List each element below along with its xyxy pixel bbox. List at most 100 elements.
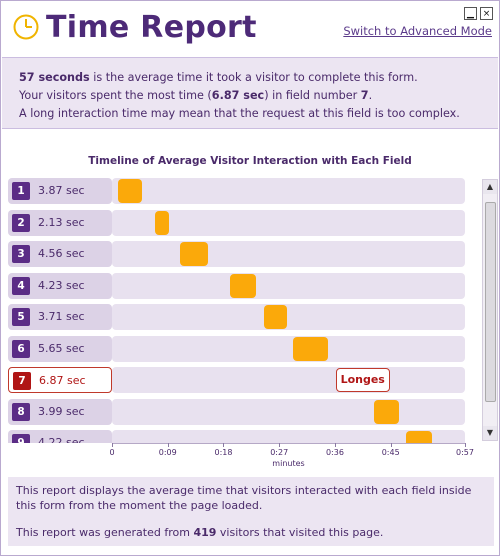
field-timeline-track [112, 241, 465, 267]
interaction-bar[interactable] [154, 210, 169, 235]
interaction-bar[interactable] [229, 273, 256, 298]
field-label-box: 2 2.13 sec [8, 209, 112, 236]
field-row-4[interactable]: 4 4.23 sec [5, 272, 475, 299]
field-number-badge: 1 [12, 182, 30, 200]
scroll-up-arrow-icon[interactable]: ▲ [483, 180, 497, 194]
axis-tick-label: 0:57 [456, 448, 474, 457]
interaction-bar[interactable] [264, 305, 288, 329]
axis-tick [112, 443, 113, 447]
summary-line-2-prefix: Your visitors spent the most time ( [19, 89, 212, 102]
field-number-badge: 3 [12, 245, 30, 263]
page-title: Time Report [46, 10, 257, 45]
summary-line-1: 57 seconds is the average time it took a… [19, 69, 498, 87]
field-number-badge: 2 [12, 213, 30, 232]
field-timeline-track [112, 335, 465, 362]
field-label-box: 7 6.87 sec [8, 367, 112, 393]
visitor-count: 419 [193, 526, 217, 539]
chart-scrollbar[interactable]: ▲ ▼ [482, 179, 498, 441]
chart-title: Timeline of Average Visitor Interaction … [88, 155, 412, 167]
summary-line-2: Your visitors spent the most time (6.87 … [19, 87, 498, 105]
field-duration-label: 3.87 sec [38, 184, 85, 197]
field-label-box: 8 3.99 sec [8, 398, 112, 425]
field-duration-label: 3.99 sec [38, 404, 85, 418]
field-timeline-track [112, 272, 465, 299]
field-timeline-track [112, 398, 465, 425]
timeline-chart: 1 3.87 sec 2 2.13 sec 3 4.56 sec 4 4.23 sec 5 3.7… [5, 173, 500, 443]
field-duration-label: 6.87 sec [39, 374, 86, 387]
summary-panel: 57 seconds is the average time it took a… [2, 57, 498, 129]
axis-tick [334, 443, 336, 447]
switch-advanced-mode-link[interactable]: Switch to Advanced Mode [343, 24, 492, 38]
field-duration-label: 4.23 sec [38, 278, 85, 292]
field-number-badge: 9 [12, 434, 30, 443]
axis-tick-label: 0:36 [325, 448, 344, 457]
interaction-bar[interactable] [373, 399, 399, 424]
field-label-box: 5 3.71 sec [8, 304, 112, 330]
interaction-bar[interactable] [292, 336, 328, 361]
interaction-bar[interactable] [405, 431, 432, 443]
field-label-box: 3 4.56 sec [8, 241, 112, 267]
average-time-value: 57 seconds [19, 71, 90, 84]
field-number-badge: 7 [13, 372, 31, 390]
report-description-note: This report displays the average time th… [8, 477, 494, 519]
axis-tick [279, 443, 281, 447]
clock-icon [13, 14, 39, 40]
field-label-box: 6 5.65 sec [8, 335, 112, 362]
summary-line-1-text: is the average time it took a visitor to… [89, 71, 418, 84]
axis-tick-label: 0:09 [158, 448, 177, 457]
axis-tick [223, 443, 225, 447]
field-row-7[interactable]: 7 6.87 sec Longes [5, 367, 475, 393]
scrollbar-thumb[interactable] [485, 202, 496, 402]
minimize-button[interactable]: ▁ [464, 7, 477, 20]
longest-time-value: 6.87 sec [211, 89, 265, 102]
longest-field-marker: Longes [335, 368, 390, 392]
report-generated-note: This report was generated from 419 visit… [8, 519, 494, 546]
note2-suffix: visitors that visited this page. [216, 526, 384, 539]
summary-line-2-mid: ) in field number [264, 89, 361, 102]
axis-tick-label: 0:45 [381, 448, 400, 457]
time-axis: minutes 0 0:09 0:18 0:27 0:36 0:45 0:57 [109, 443, 474, 473]
field-number-badge: 5 [12, 308, 30, 326]
field-timeline-track [112, 209, 465, 236]
field-timeline-track: Longes [112, 367, 465, 393]
field-duration-label: 2.13 sec [38, 215, 85, 229]
axis-tick [465, 443, 466, 447]
note2-prefix: This report was generated from [16, 526, 194, 539]
axis-tick-label: 0 [109, 448, 115, 457]
field-label-box: 4 4.23 sec [8, 272, 112, 299]
axis-tick-label: 0:27 [270, 448, 289, 457]
field-duration-label: 3.71 sec [38, 310, 85, 323]
axis-tick-label: 0:18 [214, 448, 233, 457]
close-button[interactable]: × [480, 7, 493, 20]
axis-tick [390, 443, 392, 447]
field-number-badge: 6 [12, 339, 30, 358]
field-timeline-track [112, 178, 465, 204]
field-number-badge: 8 [12, 402, 30, 421]
header: Time Report ▁ × Switch to Advanced Mode [2, 2, 498, 57]
field-number-badge: 4 [12, 276, 30, 295]
scroll-down-arrow-icon[interactable]: ▼ [483, 426, 497, 440]
axis-title: minutes [272, 459, 305, 468]
field-row-1[interactable]: 1 3.87 sec [5, 178, 475, 204]
field-duration-label: 4.22 sec [38, 436, 85, 443]
interaction-bar[interactable] [179, 242, 208, 266]
field-label-box: 9 4.22 sec [8, 430, 112, 443]
axis-line [112, 443, 465, 444]
field-row-8[interactable]: 8 3.99 sec [5, 398, 475, 425]
field-duration-label: 5.65 sec [38, 341, 85, 355]
field-row-3[interactable]: 3 4.56 sec [5, 241, 475, 267]
field-row-9[interactable]: 9 4.22 sec [5, 430, 475, 443]
axis-tick [167, 443, 169, 447]
field-timeline-track [112, 304, 465, 330]
summary-line-2-end: . [368, 89, 373, 102]
summary-line-3: A long interaction time may mean that th… [19, 107, 460, 120]
field-timeline-track [112, 430, 465, 443]
field-label-box: 1 3.87 sec [8, 178, 112, 204]
field-row-2[interactable]: 2 2.13 sec [5, 209, 475, 236]
field-row-5[interactable]: 5 3.71 sec [5, 304, 475, 330]
longest-field-number: 7 [360, 89, 369, 102]
interaction-bar[interactable] [118, 179, 143, 203]
field-row-6[interactable]: 6 5.65 sec [5, 335, 475, 362]
field-duration-label: 4.56 sec [38, 247, 85, 260]
